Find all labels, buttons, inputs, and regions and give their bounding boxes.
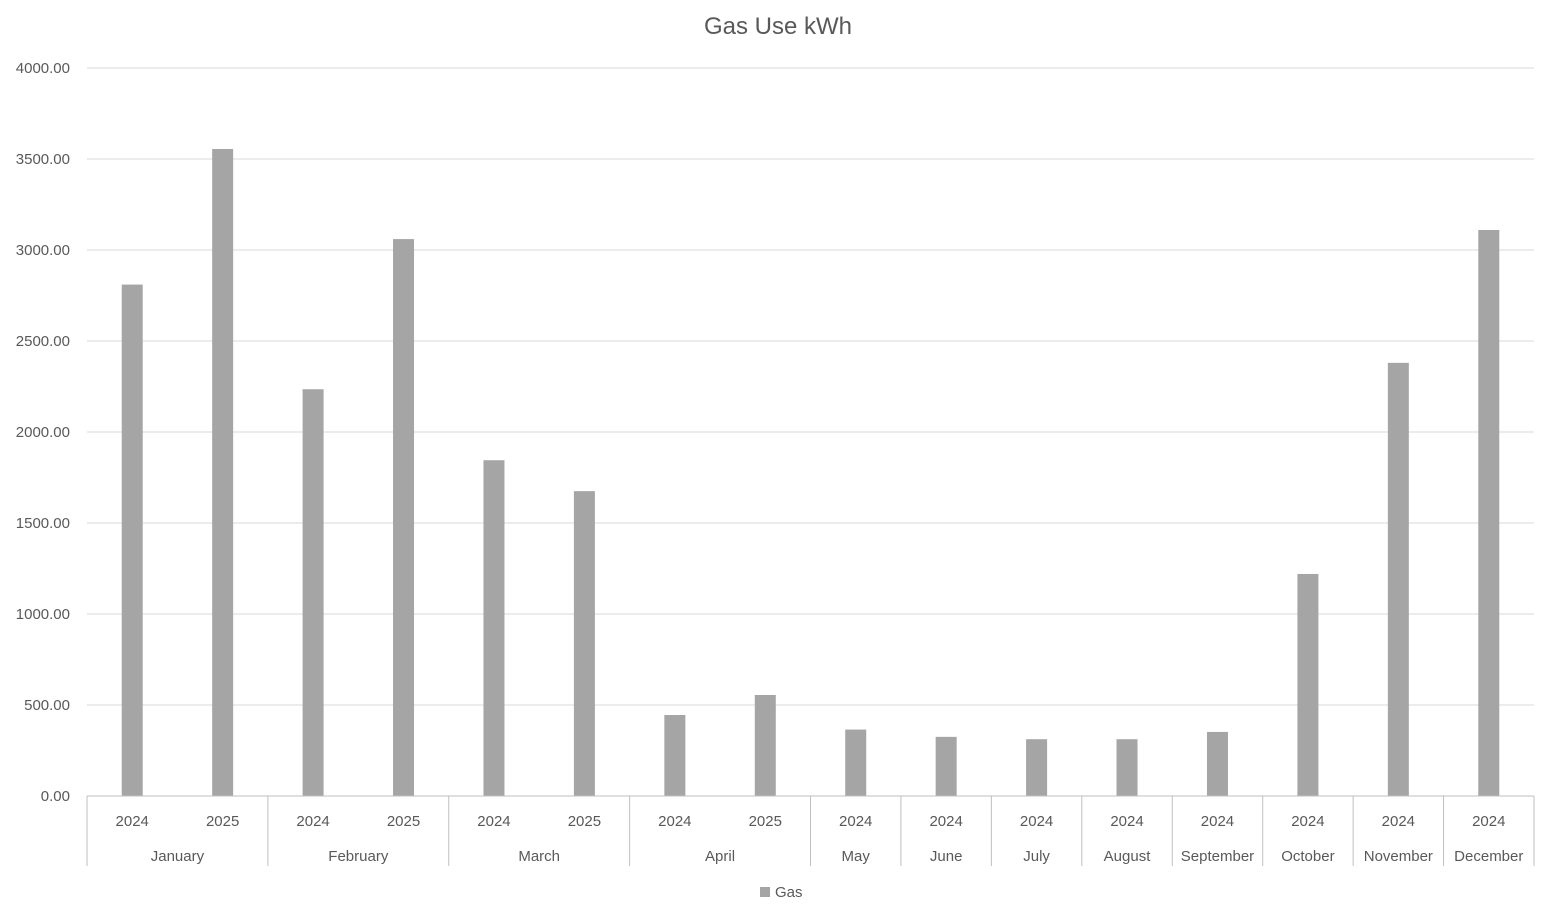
y-tick-label: 1500.00 bbox=[16, 515, 70, 532]
x-tick-label-month: January bbox=[151, 848, 205, 865]
x-tick-label-year: 2024 bbox=[477, 813, 510, 830]
bars bbox=[121, 148, 1500, 797]
y-tick-label: 3000.00 bbox=[16, 242, 70, 259]
bar-july-2024 bbox=[1026, 739, 1048, 796]
x-tick-label-month: March bbox=[518, 848, 560, 865]
bar-september-2024 bbox=[1206, 731, 1228, 796]
y-tick-label: 3500.00 bbox=[16, 151, 70, 168]
bar-february-2024 bbox=[302, 389, 324, 796]
x-tick-label-month: August bbox=[1104, 848, 1152, 865]
y-tick-label: 2500.00 bbox=[16, 333, 70, 350]
x-axis: 2024 2025 January 2024 2025 February 2024 2025 M… bbox=[86, 795, 1535, 866]
y-tick-label: 1000.00 bbox=[16, 606, 70, 623]
y-tick-label: 500.00 bbox=[24, 697, 70, 714]
x-tick-label-year: 2024 bbox=[1020, 813, 1053, 830]
bar-january-2025 bbox=[212, 148, 234, 797]
x-tick-label-year: 2025 bbox=[387, 813, 420, 830]
x-tick-label-year: 2024 bbox=[116, 813, 149, 830]
bar-april-2025 bbox=[754, 694, 776, 796]
x-tick-label-month: November bbox=[1364, 848, 1433, 865]
x-tick-label-year: 2024 bbox=[1382, 813, 1415, 830]
x-tick-label-year: 2024 bbox=[658, 813, 691, 830]
bar-february-2025 bbox=[393, 239, 415, 796]
x-tick-label-month: July bbox=[1023, 848, 1050, 865]
x-tick-label-year: 2025 bbox=[749, 813, 782, 830]
x-tick-label-year: 2024 bbox=[1110, 813, 1143, 830]
bar-january-2024 bbox=[121, 284, 143, 796]
x-tick-label-month: April bbox=[705, 848, 735, 865]
y-tick-label: 0.00 bbox=[41, 788, 70, 805]
x-tick-label-year: 2024 bbox=[839, 813, 872, 830]
x-tick-label-year: 2024 bbox=[929, 813, 962, 830]
x-tick-label-year: 2024 bbox=[296, 813, 329, 830]
chart-title: Gas Use kWh bbox=[704, 13, 852, 40]
x-tick-label-year: 2024 bbox=[1291, 813, 1324, 830]
bar-august-2024 bbox=[1116, 739, 1138, 796]
y-tick-label: 2000.00 bbox=[16, 424, 70, 441]
bar-december-2024 bbox=[1478, 229, 1500, 797]
x-tick-label-month: October bbox=[1281, 848, 1334, 865]
legend: Gas bbox=[760, 884, 803, 901]
bar-june-2024 bbox=[935, 736, 957, 796]
gridlines bbox=[87, 67, 1534, 706]
legend-label-gas: Gas bbox=[775, 884, 803, 901]
bar-april-2024 bbox=[664, 715, 686, 796]
bar-may-2024 bbox=[845, 729, 867, 796]
x-tick-label-month: May bbox=[842, 848, 871, 865]
x-tick-label-year: 2024 bbox=[1472, 813, 1505, 830]
bar-march-2024 bbox=[483, 460, 505, 796]
x-tick-label-year: 2025 bbox=[568, 813, 601, 830]
y-axis-tick-labels: 0.00 500.00 1000.00 1500.00 2000.00 2500.00 30… bbox=[16, 60, 70, 805]
x-tick-label-month: June bbox=[930, 848, 963, 865]
legend-swatch-gas bbox=[760, 887, 770, 897]
bar-march-2025 bbox=[573, 491, 595, 796]
bar-november-2024 bbox=[1387, 362, 1409, 796]
x-tick-label-month: February bbox=[328, 848, 389, 865]
x-tick-label-year: 2024 bbox=[1201, 813, 1234, 830]
x-tick-label-month: September bbox=[1181, 848, 1254, 865]
x-tick-label-year: 2025 bbox=[206, 813, 239, 830]
y-tick-label: 4000.00 bbox=[16, 60, 70, 77]
x-tick-label-month: December bbox=[1454, 848, 1523, 865]
bar-october-2024 bbox=[1297, 573, 1319, 796]
